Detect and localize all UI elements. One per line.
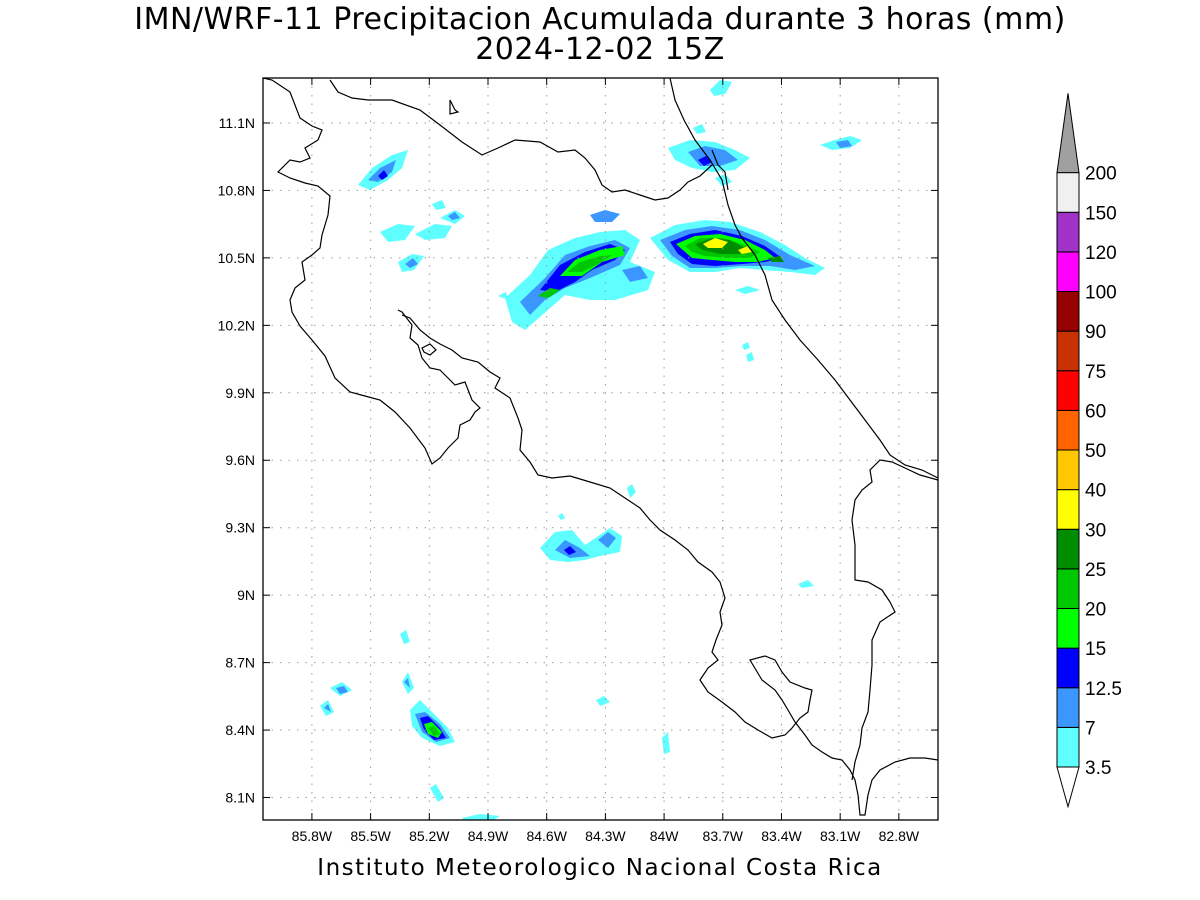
colorbar-label: 50 — [1085, 441, 1106, 462]
lon-tick-label: 84W — [650, 828, 680, 844]
colorbar-label: 75 — [1085, 362, 1106, 383]
colorbar-label: 15 — [1085, 639, 1106, 660]
colorbar-label: 12.5 — [1085, 679, 1122, 700]
colorbar-swatch — [1056, 528, 1080, 570]
colorbar-swatch — [1056, 251, 1080, 292]
lat-tick-label: 9.3N — [225, 520, 255, 536]
colorbar-swatch — [1056, 291, 1080, 332]
nicoya-inner-coast — [401, 314, 938, 816]
lon-tick-label: 83.4W — [761, 828, 802, 844]
lon-tick-label: 84.6W — [526, 828, 567, 844]
lon-tick-label: 85.2W — [409, 828, 450, 844]
colorbar-swatch — [1056, 568, 1080, 609]
colorbar-cap-bottom — [1056, 766, 1080, 809]
precip-cell-north-east — [650, 220, 825, 294]
colorbar-label: 120 — [1085, 243, 1117, 264]
lat-tick-label: 10.5N — [218, 250, 255, 266]
colorbar-swatch — [1056, 211, 1080, 253]
lake-nicaragua-shore — [329, 79, 713, 201]
lat-tick-label: 8.4N — [225, 722, 255, 738]
precip-cell-caribbean-north — [668, 80, 862, 186]
colorbar-swatch — [1056, 330, 1080, 372]
lake-island — [449, 99, 460, 115]
lon-tick-label: 83.1W — [820, 828, 861, 844]
lat-tick-label: 9N — [237, 587, 255, 603]
lat-tick-label: 9.6N — [225, 452, 255, 468]
colorbar-cap-top — [1056, 93, 1080, 174]
colorbar-label: 200 — [1085, 164, 1117, 185]
colorbar-label: 7 — [1085, 718, 1096, 739]
colorbar-swatch — [1056, 726, 1080, 768]
colorbar-label: 3.5 — [1085, 758, 1111, 779]
precip-cell-north-west-guanacaste — [358, 150, 465, 272]
lon-tick-label: 84.3W — [585, 828, 626, 844]
caribbean-coast — [669, 78, 938, 479]
colorbar-swatch — [1056, 409, 1080, 451]
colorbar-swatch — [1056, 647, 1080, 689]
colorbar-swatch — [1056, 687, 1080, 728]
lon-tick-label: 85.5W — [350, 828, 391, 844]
coastlines — [263, 78, 938, 816]
map-valid-time: 2024-12-02 15Z — [475, 32, 725, 67]
colorbar-swatch — [1056, 608, 1080, 649]
latitude-axis-labels: 11.1N 10.8N 10.5N 10.2N 9.9N 9.6N 9.3N 9N 8.7N 8.… — [218, 115, 255, 806]
precip-cell-central — [540, 484, 636, 562]
colorbar-swatch — [1056, 370, 1080, 411]
colorbar-label: 90 — [1085, 322, 1106, 343]
longitude-axis-labels: 85.8W 85.5W 85.2W 84.9W 84.6W 84.3W 84W 83.7W 83… — [292, 828, 920, 844]
lat-tick-label: 11.1N — [219, 115, 255, 131]
map-frame — [262, 77, 939, 821]
lon-tick-label: 85.8W — [292, 828, 333, 844]
lat-tick-label: 8.7N — [225, 655, 255, 671]
colorbar: 3.5 7 12.5 15 20 25 30 40 50 60 75 90 100 120 150 200 — [1056, 93, 1122, 809]
colorbar-label: 40 — [1085, 481, 1106, 502]
colorbar-label: 25 — [1085, 560, 1106, 581]
lat-tick-label: 9.9N — [225, 385, 255, 401]
precip-cell-south-west — [320, 292, 814, 820]
lat-tick-label: 10.8N — [218, 182, 255, 198]
colorbar-label: 30 — [1085, 520, 1106, 541]
lon-tick-label: 82.8W — [879, 828, 920, 844]
colorbar-label: 20 — [1085, 600, 1106, 621]
colorbar-label: 100 — [1085, 283, 1117, 304]
precipitation-field — [320, 80, 862, 820]
panama-border — [851, 459, 938, 781]
precip-cell-north-west — [505, 210, 655, 330]
colorbar-label: 150 — [1085, 203, 1117, 224]
colorbar-swatch — [1056, 172, 1080, 213]
lon-tick-label: 84.9W — [468, 828, 509, 844]
map-title: IMN/WRF-11 Precipitacion Acumulada duran… — [134, 2, 1066, 37]
map-tick-marks — [263, 78, 938, 820]
nicoya-island — [421, 343, 437, 356]
map-gridlines — [263, 78, 938, 820]
colorbar-label: 60 — [1085, 401, 1106, 422]
lat-tick-label: 8.1N — [225, 790, 255, 806]
pacific-coast-north — [263, 78, 481, 465]
nicaragua-border — [711, 149, 729, 191]
footer-credit: Instituto Meteorologico Nacional Costa R… — [317, 855, 883, 881]
lon-tick-label: 83.7W — [703, 828, 744, 844]
lat-tick-label: 10.2N — [218, 317, 255, 333]
colorbar-swatch — [1056, 449, 1080, 491]
colorbar-swatch — [1056, 489, 1080, 530]
